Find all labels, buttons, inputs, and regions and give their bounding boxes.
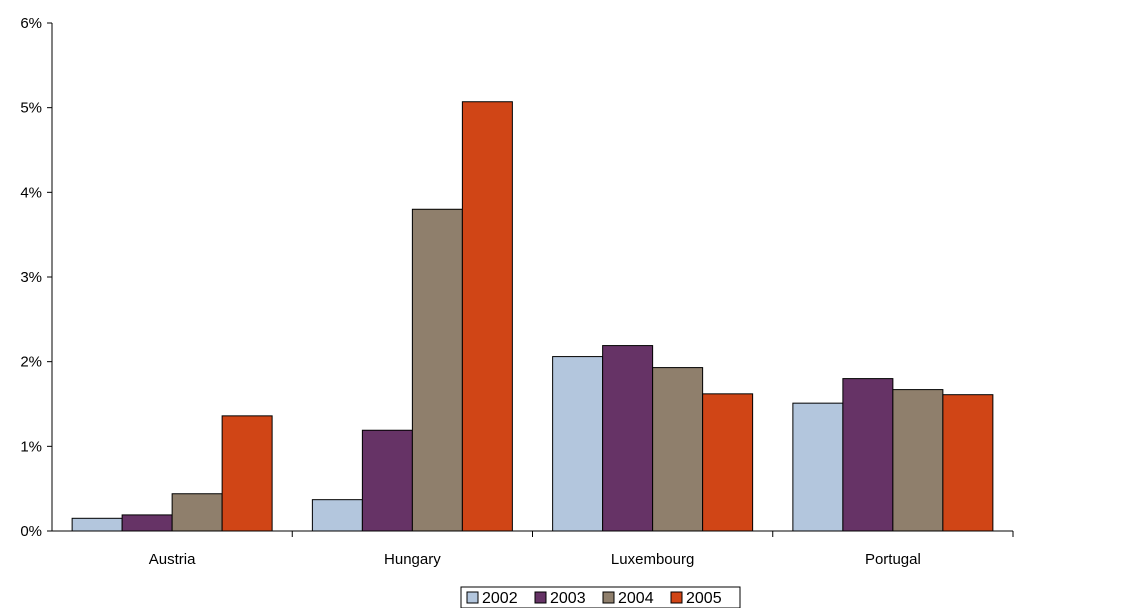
y-tick-label: 6%: [20, 15, 42, 32]
bar-portugal-2005: [942, 394, 994, 532]
y-tick-label: 5%: [20, 100, 42, 117]
legend: 2002 2003 2004 2005: [460, 586, 741, 608]
bar-austria-2002: [71, 517, 123, 532]
category-label: Hungary: [384, 551, 441, 568]
legend-box: [460, 586, 741, 608]
legend-swatch-2002: [466, 591, 479, 604]
legend-swatch-2005: [670, 591, 683, 604]
bar-luxembourg-2002: [552, 356, 604, 532]
bar-austria-2003: [121, 514, 173, 532]
bar-portugal-2003: [842, 378, 894, 532]
bar-hungary-2002: [311, 499, 363, 532]
bar-hungary-2003: [361, 429, 413, 532]
legend-swatch-2003: [534, 591, 547, 604]
legend-label-2002: 2002: [482, 590, 518, 607]
legend-swatch-2004: [602, 591, 615, 604]
bar-luxembourg-2005: [702, 393, 754, 532]
y-tick-label: 0%: [20, 523, 42, 540]
bar-hungary-2005: [461, 101, 513, 532]
legend-label-2004: 2004: [618, 590, 654, 607]
category-label: Luxembourg: [611, 551, 694, 568]
y-tick-label: 4%: [20, 184, 42, 201]
bar-austria-2005: [221, 415, 273, 532]
bar-portugal-2004: [892, 389, 944, 532]
y-tick-label: 1%: [20, 438, 42, 455]
category-label: Portugal: [865, 551, 921, 568]
y-tick-label: 2%: [20, 354, 42, 371]
bar-luxembourg-2003: [602, 345, 654, 532]
legend-label-2003: 2003: [550, 590, 586, 607]
bar-luxembourg-2004: [652, 367, 704, 532]
legend-label-2005: 2005: [686, 590, 722, 607]
bar-hungary-2004: [411, 208, 463, 532]
bar-austria-2004: [171, 493, 223, 532]
bar-portugal-2002: [792, 402, 844, 532]
category-label: Austria: [149, 551, 196, 568]
y-tick-label: 3%: [20, 269, 42, 286]
chart-bars: [71, 101, 994, 532]
category-labels: Austria Hungary Luxembourg Portugal: [149, 551, 921, 568]
